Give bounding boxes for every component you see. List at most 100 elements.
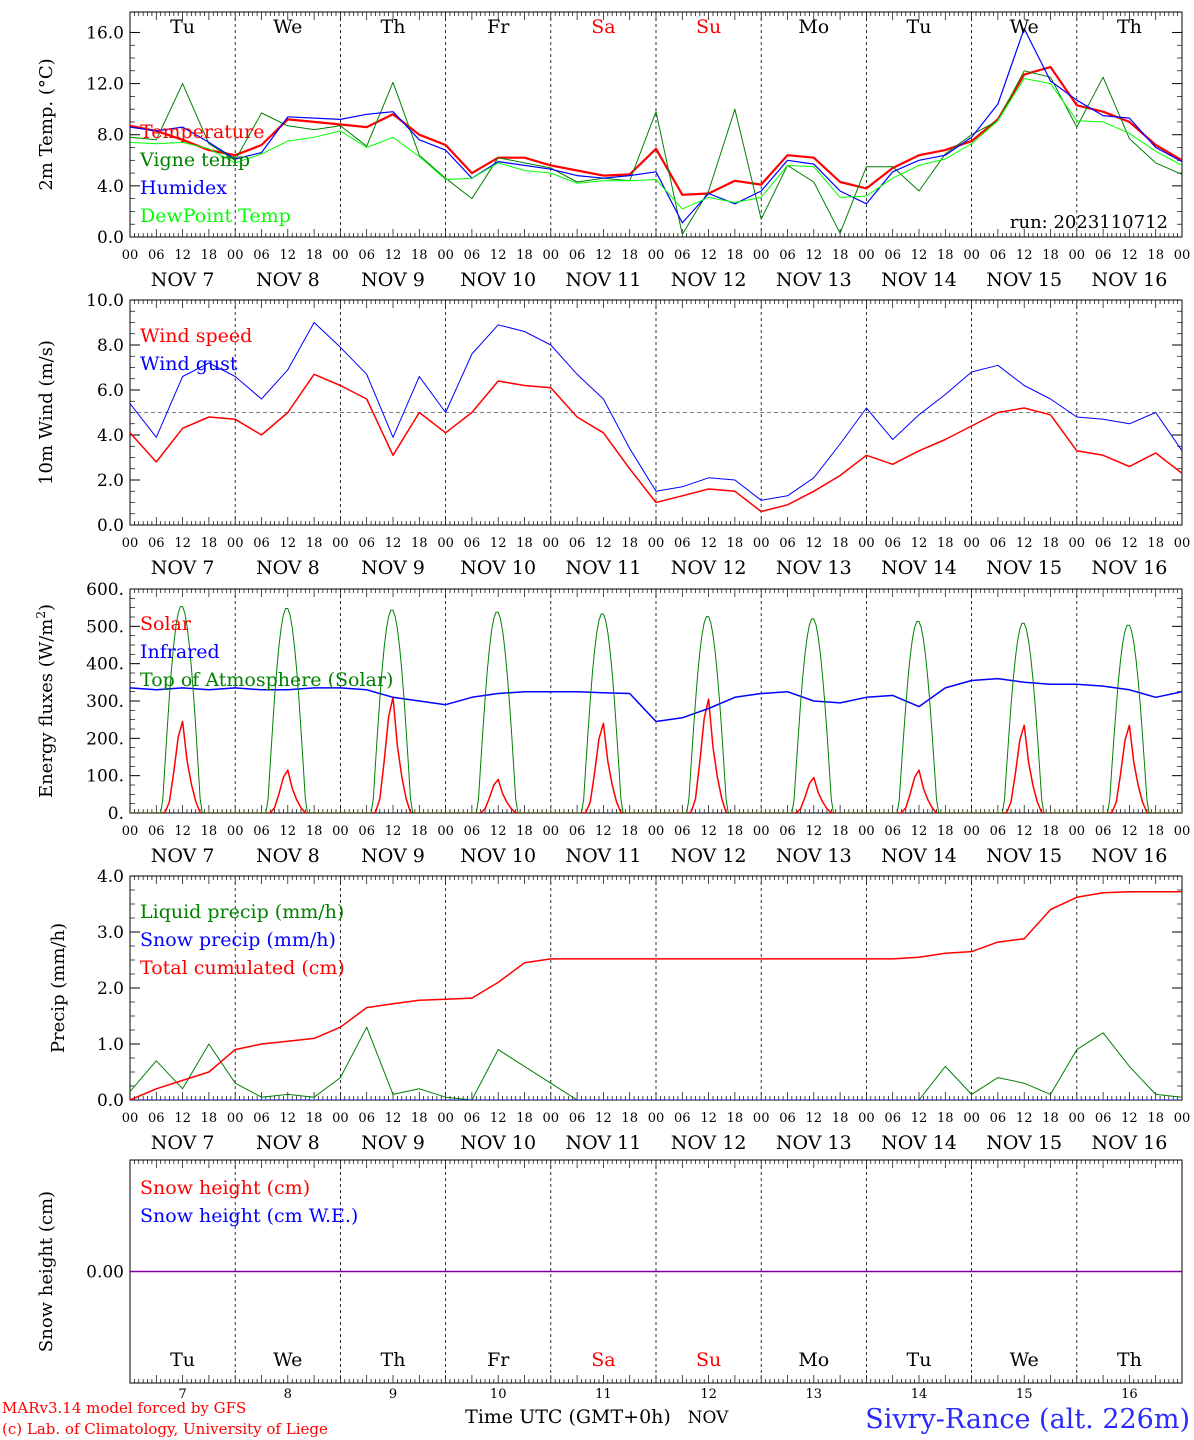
hour-tick-label: 06 bbox=[674, 1111, 691, 1126]
hour-tick-label: 00 bbox=[332, 248, 349, 263]
hour-tick-label: 12 bbox=[806, 248, 823, 263]
hour-tick-label: 18 bbox=[306, 248, 323, 263]
series-line-3 bbox=[130, 890, 1182, 1100]
day-name: Tu bbox=[170, 16, 195, 38]
series-line-3 bbox=[130, 606, 1182, 813]
date-label: NOV 10 bbox=[460, 557, 536, 579]
hour-tick-label: 12 bbox=[595, 536, 612, 551]
hour-tick-label: 00 bbox=[963, 248, 980, 263]
hour-tick-label: 00 bbox=[332, 536, 349, 551]
date-label: NOV 8 bbox=[256, 1132, 320, 1154]
series-line-2 bbox=[130, 677, 1182, 723]
panel-4: 0.0 1.0 2.0 3.0 4.0 Precip (mm/h) Liquid preci… bbox=[48, 867, 1190, 1154]
hour-tick-label: 12 bbox=[595, 1111, 612, 1126]
date-label: NOV 9 bbox=[361, 557, 425, 579]
y-tick-label: 300. bbox=[86, 692, 124, 712]
hour-tick-label: 18 bbox=[411, 536, 428, 551]
day-name: Sa bbox=[591, 1349, 615, 1371]
day-number: 14 bbox=[911, 1387, 928, 1402]
hour-tick-label: 12 bbox=[490, 536, 507, 551]
date-label: NOV 9 bbox=[361, 845, 425, 867]
hour-tick-label: 06 bbox=[884, 1111, 901, 1126]
day-number: 11 bbox=[595, 1387, 612, 1402]
hour-tick-label: 12 bbox=[595, 248, 612, 263]
hour-tick-label: 18 bbox=[411, 248, 428, 263]
hour-tick-label: 12 bbox=[595, 824, 612, 839]
hour-tick-label: 18 bbox=[201, 536, 218, 551]
hour-tick-label: 12 bbox=[385, 536, 402, 551]
hour-tick-label: 06 bbox=[569, 248, 586, 263]
hour-tick-label: 00 bbox=[858, 536, 875, 551]
date-label: NOV 8 bbox=[256, 557, 320, 579]
series-line-3 bbox=[130, 28, 1182, 224]
hour-tick-label: 00 bbox=[122, 536, 139, 551]
hour-tick-label: 00 bbox=[122, 824, 139, 839]
hour-tick-label: 12 bbox=[700, 536, 717, 551]
legend-entry: Liquid precip (mm/h) bbox=[140, 901, 344, 923]
hour-tick-label: 12 bbox=[280, 824, 297, 839]
hour-tick-label: 12 bbox=[1016, 824, 1033, 839]
date-label: NOV 12 bbox=[671, 269, 747, 291]
hour-tick-label: 18 bbox=[516, 248, 533, 263]
y-tick-label: 500. bbox=[86, 617, 124, 637]
model-credit: MARv3.14 model forced by GFS bbox=[2, 1399, 246, 1417]
hour-tick-label: 18 bbox=[516, 536, 533, 551]
plot-area bbox=[130, 28, 1182, 235]
date-label: NOV 9 bbox=[361, 269, 425, 291]
hour-tick-label: 18 bbox=[1147, 536, 1164, 551]
legend-entry: Top of Atmosphere (Solar) bbox=[140, 669, 393, 691]
legend-entry: Humidex bbox=[140, 177, 227, 199]
day-name: Fr bbox=[487, 16, 510, 38]
plot-area bbox=[130, 606, 1182, 813]
hour-tick-label: 06 bbox=[779, 1111, 796, 1126]
hour-tick-label: 00 bbox=[227, 536, 244, 551]
date-label: NOV 10 bbox=[460, 269, 536, 291]
hour-tick-label: 06 bbox=[148, 1111, 165, 1126]
plot-area bbox=[130, 890, 1182, 1100]
date-label: NOV 15 bbox=[986, 845, 1062, 867]
legend-entry: Snow height (cm) bbox=[140, 1177, 310, 1199]
time-axis-suffix: NOV bbox=[688, 1408, 730, 1428]
day-name: We bbox=[273, 1349, 302, 1371]
panel-3: 0. 100. 200. 300. 400. 500. 600. Energy fluxes … bbox=[34, 580, 1190, 867]
y-tick-label: 0.00 bbox=[86, 1263, 124, 1283]
day-name: Sa bbox=[591, 16, 615, 38]
date-label: NOV 15 bbox=[986, 557, 1062, 579]
hour-tick-label: 12 bbox=[490, 824, 507, 839]
date-label: NOV 13 bbox=[776, 845, 852, 867]
hour-tick-label: 18 bbox=[1042, 536, 1059, 551]
legend-entry: Snow precip (mm/h) bbox=[140, 929, 336, 951]
hour-tick-label: 12 bbox=[490, 248, 507, 263]
hour-tick-label: 00 bbox=[122, 248, 139, 263]
date-label: NOV 16 bbox=[1091, 557, 1167, 579]
hour-tick-label: 12 bbox=[911, 248, 928, 263]
hour-tick-label: 18 bbox=[201, 248, 218, 263]
hour-tick-label: 06 bbox=[884, 248, 901, 263]
hour-tick-label: 12 bbox=[911, 536, 928, 551]
hour-tick-label: 12 bbox=[174, 536, 191, 551]
hour-tick-label: 06 bbox=[674, 248, 691, 263]
hour-tick-label: 12 bbox=[911, 824, 928, 839]
date-label: NOV 7 bbox=[151, 557, 215, 579]
hour-tick-label: 00 bbox=[543, 1111, 560, 1126]
hour-tick-label: 06 bbox=[253, 824, 270, 839]
hour-tick-label: 06 bbox=[674, 536, 691, 551]
hour-tick-label: 00 bbox=[437, 248, 454, 263]
date-label: NOV 14 bbox=[881, 269, 957, 291]
hour-tick-label: 18 bbox=[306, 1111, 323, 1126]
hour-tick-label: 06 bbox=[674, 824, 691, 839]
hour-tick-label: 12 bbox=[806, 1111, 823, 1126]
hour-tick-label: 06 bbox=[358, 536, 375, 551]
hour-tick-label: 06 bbox=[148, 536, 165, 551]
hour-tick-label: 06 bbox=[990, 1111, 1007, 1126]
hour-tick-label: 12 bbox=[806, 536, 823, 551]
legend-entry: Vigne temp bbox=[139, 149, 250, 171]
panel-frame bbox=[129, 11, 1183, 238]
hour-tick-label: 12 bbox=[700, 1111, 717, 1126]
hour-tick-label: 12 bbox=[174, 248, 191, 263]
hour-tick-label: 12 bbox=[385, 1111, 402, 1126]
hour-tick-label: 18 bbox=[832, 536, 849, 551]
date-label: NOV 13 bbox=[776, 269, 852, 291]
date-label: NOV 12 bbox=[671, 1132, 747, 1154]
